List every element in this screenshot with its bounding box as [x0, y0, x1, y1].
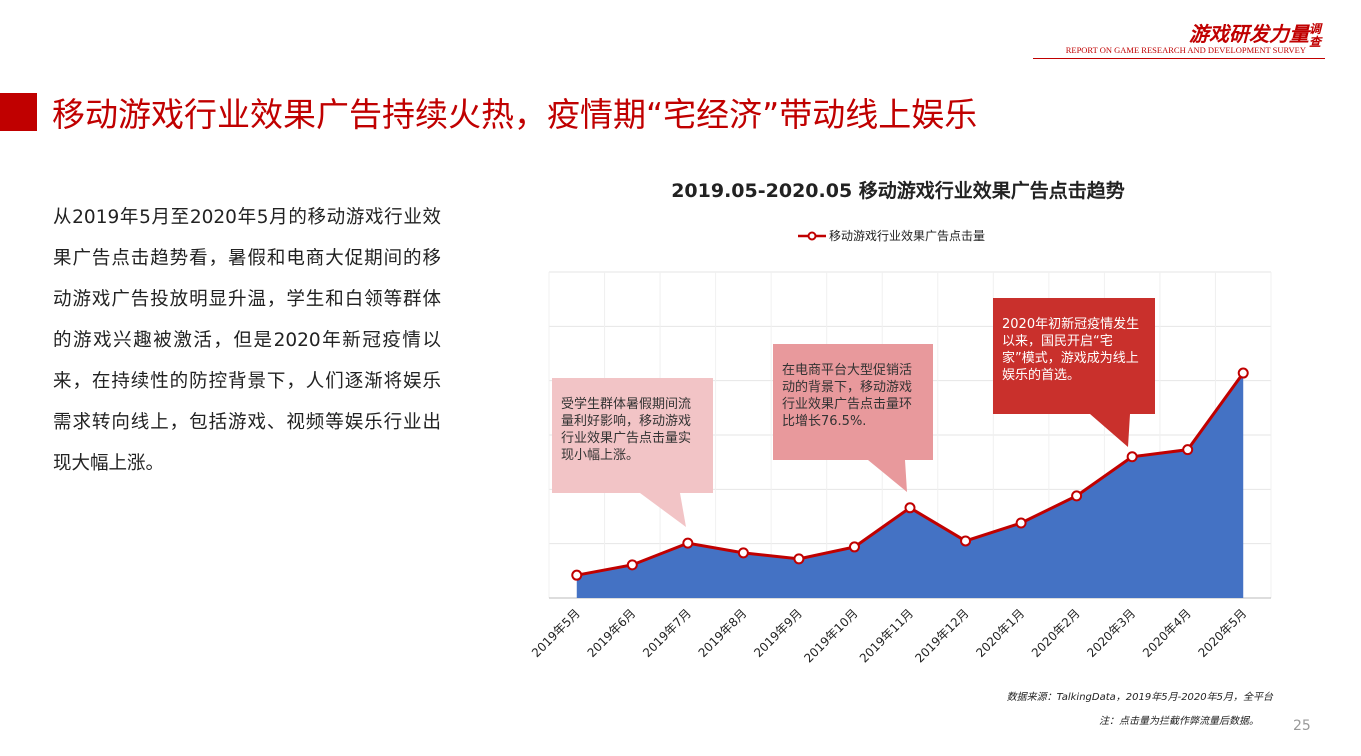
- slide-title: 移动游戏行业效果广告持续火热，疫情期“宅经济”带动线上娱乐: [52, 95, 978, 134]
- callout-box: [993, 298, 1155, 447]
- marker: [1182, 444, 1194, 456]
- marker: [904, 502, 916, 514]
- title-bar: [0, 93, 37, 131]
- x-tick-label: 2019年5月: [529, 606, 583, 660]
- marker: [848, 541, 860, 553]
- callout-box: [773, 344, 933, 492]
- x-tick-label: 2020年4月: [1140, 606, 1194, 660]
- logo-text: 游戏研发力量: [1189, 22, 1309, 46]
- marker: [960, 535, 972, 547]
- page-number: 25: [1293, 718, 1311, 734]
- legend-label: 移动游戏行业效果广告点击量: [829, 228, 985, 243]
- marker: [1126, 451, 1138, 463]
- x-tick-label: 2020年3月: [1084, 606, 1138, 660]
- x-tick-label: 2020年2月: [1029, 606, 1083, 660]
- chart-title: 2019.05-2020.05 移动游戏行业效果广告点击趋势: [671, 179, 1125, 202]
- callout-box: [552, 378, 713, 527]
- callout-text: 受学生群体暑假期间流量利好影响，移动游戏行业效果广告点击量实现小幅上涨。: [561, 397, 692, 463]
- rule: [1033, 58, 1325, 59]
- logo: 游戏研发力量调查: [1189, 18, 1323, 49]
- x-tick-label: 2019年8月: [696, 606, 750, 660]
- x-tick-label: 2020年5月: [1195, 606, 1249, 660]
- marker: [1071, 490, 1083, 502]
- x-tick-label: 2019年11月: [857, 606, 916, 665]
- marker: [626, 559, 638, 571]
- marker: [793, 553, 805, 565]
- area: [576, 373, 1244, 598]
- callout-text: 2020年初新冠疫情发生以来，国民开启“宅家”模式，游戏成为线上娱乐的首选。: [1002, 317, 1140, 383]
- note: 注：点击量为拦截作弊流量后数据。: [1099, 716, 1259, 727]
- x-tick-label: 2019年10月: [801, 606, 860, 665]
- legend-marker: [807, 231, 817, 241]
- x-tick-label: 2019年7月: [640, 606, 694, 660]
- marker: [571, 569, 583, 581]
- source: 数据来源：TalkingData，2019年5月-2020年5月，全平台: [1006, 692, 1273, 703]
- logo-tag: 调查: [1309, 21, 1322, 49]
- x-tick-label: 2019年12月: [912, 606, 971, 665]
- marker: [1237, 367, 1249, 379]
- x-tick-label: 2019年6月: [585, 606, 639, 660]
- x-tick-label: 2020年1月: [973, 606, 1027, 660]
- callout-text: 在电商平台大型促销活动的背景下，移动游戏行业效果广告点击量环比增长76.5%.: [782, 363, 913, 429]
- x-tick-label: 2019年9月: [751, 606, 805, 660]
- logo-subtitle: REPORT ON GAME RESEARCH AND DEVELOPMENT …: [1065, 45, 1306, 55]
- marker: [682, 537, 694, 549]
- body-text: 从2019年5月至2020年5月的移动游戏行业效果广告点击趋势看，暑假和电商大促…: [53, 207, 441, 474]
- marker: [737, 547, 749, 559]
- marker: [1015, 517, 1027, 529]
